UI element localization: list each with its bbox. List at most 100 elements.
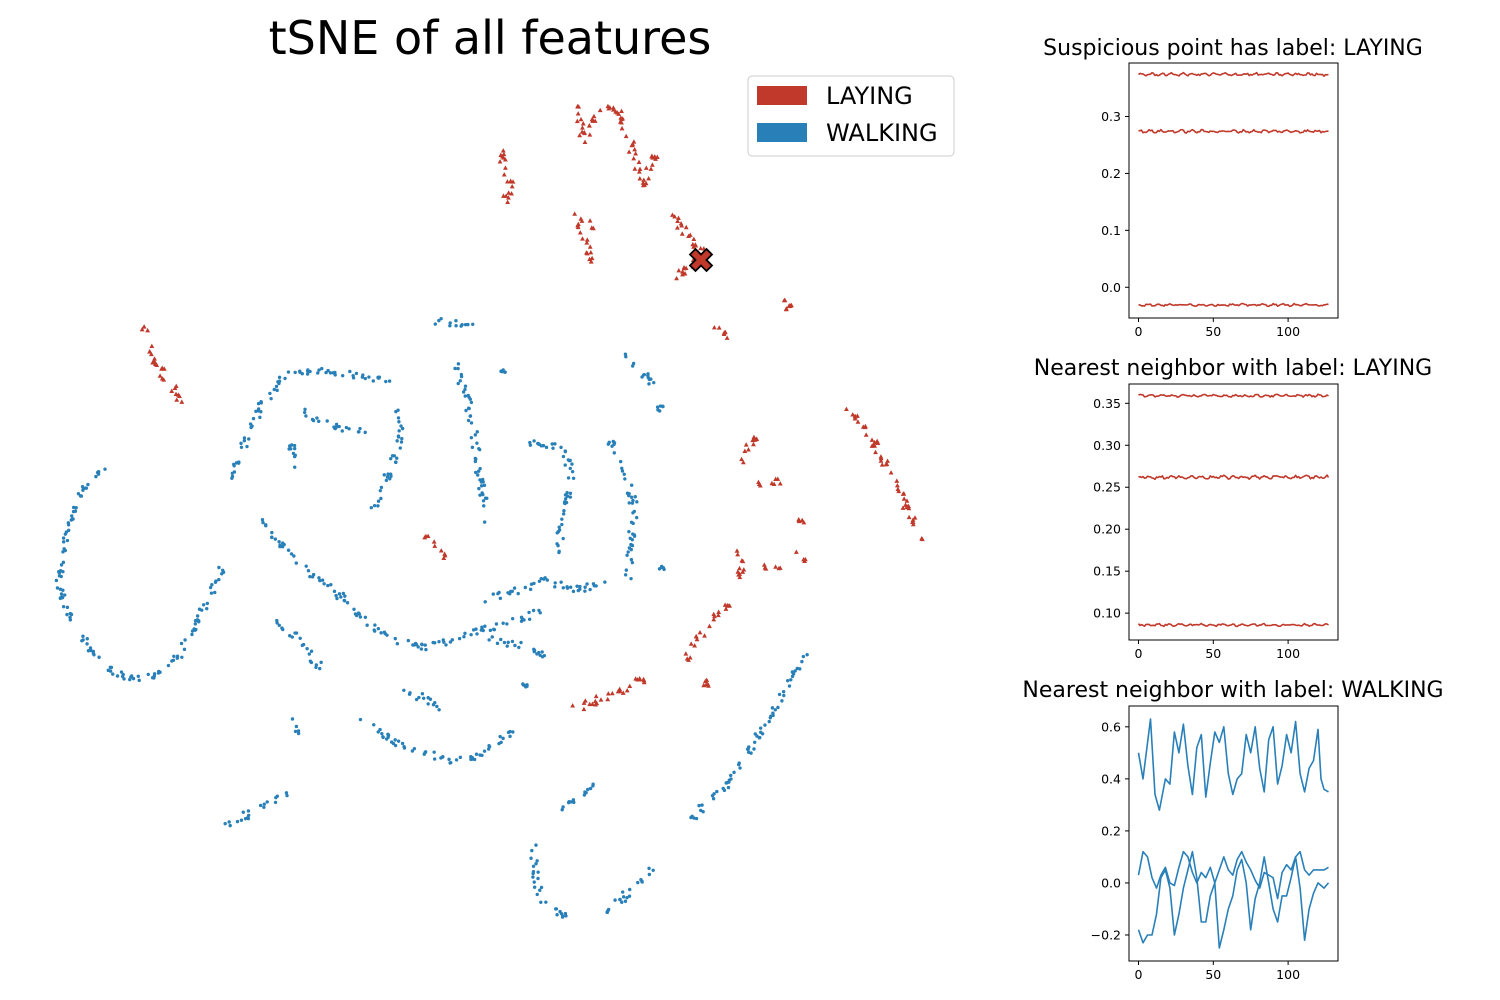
- walking-point: [479, 484, 484, 488]
- walking-point: [795, 666, 799, 671]
- walking-point: [568, 495, 572, 499]
- walking-point: [277, 540, 281, 544]
- walking-point: [523, 585, 528, 590]
- walking-point: [487, 638, 491, 642]
- laying-point: [676, 267, 682, 273]
- cluster-walking-10: [528, 439, 576, 555]
- walking-point: [428, 697, 433, 701]
- walking-point: [369, 505, 374, 510]
- laying-point: [869, 437, 875, 442]
- laying-point: [756, 481, 762, 487]
- walking-point: [657, 567, 662, 571]
- walking-point: [433, 700, 437, 705]
- cluster-laying-11: [422, 533, 448, 561]
- walking-point: [463, 387, 467, 392]
- walking-point: [725, 781, 729, 785]
- walking-point: [395, 641, 400, 646]
- walking-point: [540, 650, 544, 654]
- laying-point: [598, 697, 604, 702]
- walking-point: [221, 570, 226, 574]
- x-tick-label: 100: [1276, 967, 1300, 982]
- laying-point: [850, 412, 856, 417]
- walking-point: [392, 454, 397, 458]
- walking-point: [528, 440, 532, 445]
- walking-point: [376, 730, 380, 734]
- subplot-neighbor-laying: 0 50 100 0.10 0.15 0.20 0.25 0.30 0.35: [1093, 383, 1339, 661]
- walking-point: [363, 615, 368, 620]
- walking-point: [249, 425, 253, 430]
- walking-point: [539, 444, 544, 448]
- walking-point: [61, 536, 66, 540]
- walking-point: [530, 848, 534, 853]
- walking-point: [380, 731, 384, 736]
- walking-point: [625, 553, 629, 558]
- walking-point: [566, 476, 571, 480]
- laying-point: [619, 108, 624, 114]
- laying-point: [878, 455, 884, 461]
- walking-point: [264, 523, 268, 527]
- walking-point: [340, 429, 344, 433]
- walking-point: [499, 369, 503, 373]
- walking-point: [269, 396, 273, 401]
- walking-point: [303, 407, 307, 411]
- laying-point: [587, 132, 593, 137]
- walking-point: [317, 419, 321, 424]
- walking-point: [551, 446, 555, 450]
- walking-point: [575, 584, 579, 588]
- walking-point: [538, 611, 542, 615]
- walking-point: [308, 659, 313, 663]
- y-tick-label: 0.0: [1101, 280, 1121, 295]
- walking-point: [86, 649, 91, 653]
- walking-point: [286, 548, 291, 552]
- walking-point: [129, 674, 134, 678]
- series-laying: [139, 103, 925, 712]
- laying-point: [648, 166, 654, 171]
- walking-point: [379, 485, 384, 490]
- walking-point: [398, 446, 402, 450]
- walking-point: [557, 550, 561, 555]
- walking-point: [347, 427, 351, 431]
- laying-point: [904, 504, 910, 509]
- walking-point: [357, 430, 361, 434]
- walking-point: [454, 318, 458, 323]
- laying-point: [740, 558, 746, 564]
- laying-point: [724, 335, 730, 340]
- walking-point: [776, 705, 780, 710]
- walking-point: [522, 618, 526, 622]
- laying-point: [502, 157, 508, 162]
- walking-point: [469, 755, 473, 759]
- walking-point: [532, 885, 537, 889]
- walking-point: [396, 435, 401, 439]
- laying-point: [802, 558, 807, 564]
- laying-point: [617, 688, 623, 694]
- walking-point: [247, 437, 251, 441]
- walking-point: [513, 643, 517, 648]
- walking-point: [71, 509, 76, 514]
- walking-point: [314, 665, 318, 670]
- walking-point: [539, 900, 543, 905]
- walking-point: [232, 462, 236, 467]
- walking-point: [620, 900, 624, 904]
- laying-point: [844, 406, 849, 412]
- laying-point: [503, 165, 508, 170]
- laying-point: [589, 255, 595, 261]
- walking-point: [106, 668, 110, 673]
- laying-point: [169, 388, 175, 393]
- walking-point: [531, 875, 535, 879]
- walking-point: [472, 757, 477, 762]
- walking-point: [358, 615, 363, 619]
- y-tick-label: 0.15: [1093, 564, 1121, 579]
- walking-point: [384, 478, 389, 483]
- walking-point: [361, 373, 365, 377]
- laying-point: [739, 456, 745, 462]
- walking-point: [376, 375, 380, 380]
- laying-point: [895, 486, 901, 491]
- laying-point: [501, 172, 507, 177]
- laying-point: [683, 265, 689, 271]
- walking-point: [555, 913, 559, 917]
- suspicious-point-x-marker: [688, 247, 714, 273]
- walking-point: [499, 637, 503, 642]
- cluster-walking-5: [369, 408, 405, 510]
- walking-point: [456, 381, 460, 386]
- laying-point: [688, 641, 694, 646]
